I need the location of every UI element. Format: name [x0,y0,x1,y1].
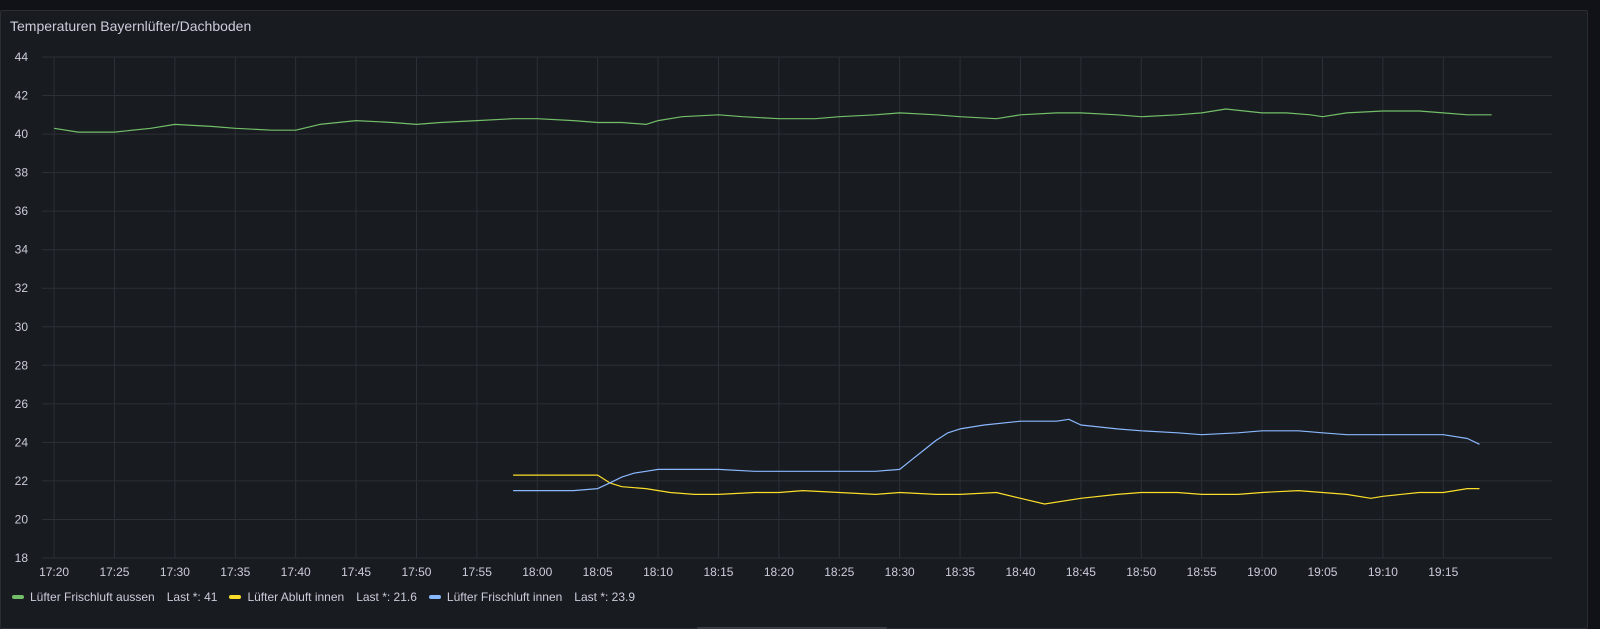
x-tick-label: 18:00 [522,565,552,579]
y-tick-label: 42 [15,89,29,103]
y-tick-label: 38 [15,166,29,180]
legend-item-frischluft-aussen[interactable]: Lüfter Frischluft aussen Last *: 41 [12,590,217,604]
legend-swatch [229,595,242,599]
x-tick-label: 18:30 [885,565,915,579]
x-tick-label: 17:30 [160,565,190,579]
y-tick-label: 32 [15,281,29,295]
x-tick-label: 18:35 [945,565,975,579]
x-tick-label: 18:25 [824,565,854,579]
chart-legend: Lüfter Frischluft aussen Last *: 41 Lüft… [12,590,635,604]
panel-title[interactable]: Temperaturen Bayernlüfter/Dachboden [10,18,252,34]
x-tick-label: 18:10 [643,565,673,579]
y-tick-label: 44 [15,50,29,64]
legend-item-frischluft-innen[interactable]: Lüfter Frischluft innen Last *: 23.9 [428,590,636,604]
x-tick-label: 19:15 [1428,565,1458,579]
y-tick-label: 24 [15,435,29,449]
legend-label: Lüfter Frischluft innen [446,590,563,604]
chart-panel: Temperaturen Bayernlüfter/Dachboden [0,10,1588,629]
legend-label: Lüfter Frischluft aussen [30,590,155,604]
x-tick-label: 18:15 [703,565,733,579]
x-tick-label: 17:45 [341,565,371,579]
x-tick-label: 19:05 [1307,565,1337,579]
x-tick-label: 17:20 [39,565,69,579]
legend-last-value: Last *: 21.6 [356,590,417,604]
x-tick-label: 17:55 [462,565,492,579]
x-tick-label: 18:40 [1005,565,1035,579]
y-tick-label: 34 [15,243,29,257]
series-line-1 [54,108,1492,133]
x-tick-label: 19:10 [1368,565,1398,579]
series-line-3 [513,418,1480,492]
x-tick-label: 17:35 [220,565,250,579]
x-tick-label: 18:50 [1126,565,1156,579]
legend-label: Lüfter Abluft innen [247,590,345,604]
x-tick-label: 18:20 [764,565,794,579]
x-tick-label: 18:55 [1187,565,1217,579]
legend-swatch [12,595,24,599]
y-tick-label: 28 [15,358,29,372]
x-tick-label: 17:50 [401,565,431,579]
legend-last-value: Last *: 41 [166,590,218,604]
legend-swatch [428,595,441,599]
y-tick-label: 30 [15,320,29,334]
y-tick-label: 18 [15,551,29,565]
legend-last-value: Last *: 23.9 [574,590,636,604]
series-line-2 [513,474,1480,505]
y-tick-label: 36 [15,204,29,218]
x-tick-label: 18:45 [1066,565,1096,579]
y-tick-label: 40 [15,127,29,141]
y-tick-label: 22 [15,474,29,488]
y-tick-label: 26 [15,397,29,411]
x-tick-label: 17:25 [99,565,129,579]
scroll-indicator[interactable] [697,627,887,629]
y-tick-label: 20 [15,512,29,526]
x-tick-label: 17:40 [281,565,311,579]
x-tick-label: 19:00 [1247,565,1277,579]
x-tick-label: 18:05 [583,565,613,579]
legend-item-abluft-innen[interactable]: Lüfter Abluft innen Last *: 21.6 [229,590,417,604]
